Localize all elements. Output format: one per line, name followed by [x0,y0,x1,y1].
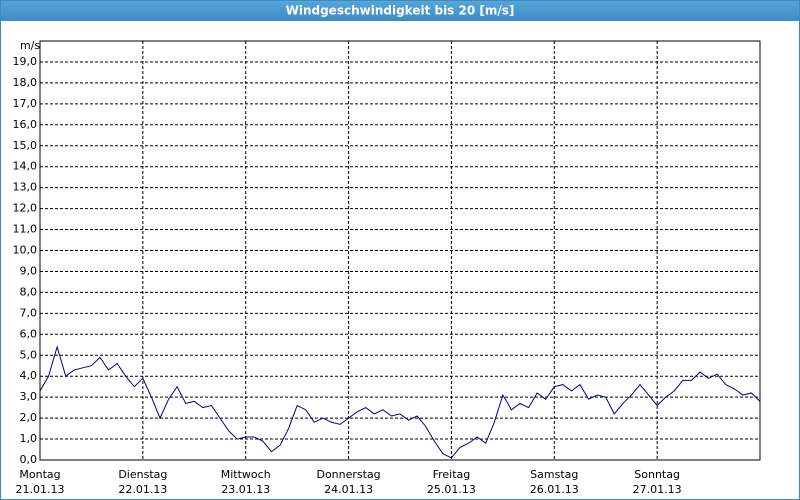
chart-title: Windgeschwindigkeit bis 20 [m/s] [286,4,515,18]
y-tick-label: 12,0 [13,202,38,215]
y-tick-label: 16,0 [13,118,38,131]
y-tick-label: 2,0 [20,411,38,424]
x-tick-date: 25.01.13 [427,483,476,496]
x-tick-date: 23.01.13 [221,483,270,496]
y-tick-label: 11,0 [13,223,38,236]
x-tick-label: Donnerstag [316,468,380,481]
y-tick-label: 3,0 [20,390,38,403]
y-tick-label: 15,0 [13,139,38,152]
y-tick-label: 18,0 [13,76,38,89]
y-tick-label: 8,0 [20,285,38,298]
x-tick-date: 22.01.13 [118,483,167,496]
x-tick-label: Mittwoch [221,468,271,481]
x-tick-label: Dienstag [118,468,167,481]
y-tick-label: 13,0 [13,181,38,194]
plot-frame [39,40,761,461]
y-tick-label: 14,0 [13,160,38,173]
title-bar [0,0,800,21]
x-tick-date: 24.01.13 [324,483,373,496]
x-tick-label: Samstag [530,468,578,481]
x-tick-date: 21.01.13 [16,483,65,496]
y-tick-label: 9,0 [20,264,38,277]
y-unit: m/s [20,39,40,52]
y-tick-label: 4,0 [20,369,38,382]
y-tick-label: 10,0 [13,244,38,257]
y-tick-label: 6,0 [20,327,38,340]
x-tick-label: Freitag [433,468,471,481]
y-tick-label: 0,0 [20,453,38,466]
x-tick-label: Sonntag [634,468,680,481]
x-tick-label: Montag [19,468,60,481]
y-tick-label: 1,0 [20,432,38,445]
y-tick-label: 5,0 [20,348,38,361]
x-tick-date: 26.01.13 [530,483,579,496]
y-tick-label: 19,0 [13,55,38,68]
x-tick-date: 27.01.13 [633,483,682,496]
y-tick-label: 7,0 [20,306,38,319]
data-line [39,345,761,459]
y-tick-label: 17,0 [13,97,38,110]
